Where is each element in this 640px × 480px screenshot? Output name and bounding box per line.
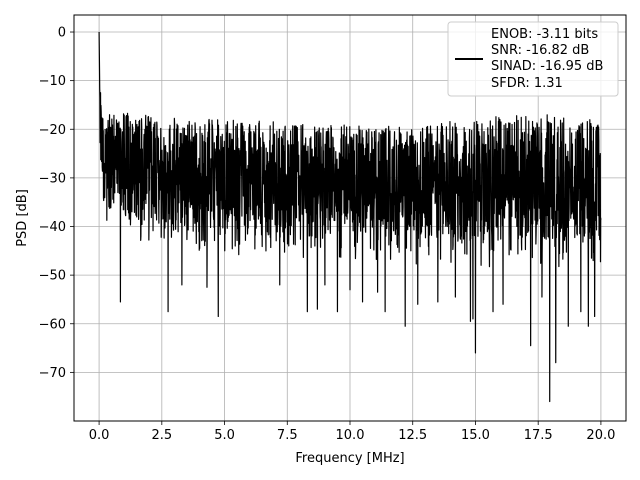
legend-box <box>447 21 619 97</box>
legend-line-sinad: SINAD: -16.95 dB <box>491 59 603 74</box>
x-tick-label: 2.5 <box>151 428 172 443</box>
y-axis-label: PSD [dB] <box>15 189 30 247</box>
legend: ENOB: -3.11 bits SNR: -16.82 dB SINAD: -… <box>447 21 619 97</box>
x-tick-label: 20.0 <box>586 428 615 443</box>
psd-line <box>98 32 602 403</box>
y-tick-label: −50 <box>39 269 66 284</box>
x-tick-label: 17.5 <box>524 428 553 443</box>
legend-line-sfdr: SFDR: 1.31 <box>491 76 563 91</box>
y-axis-ticks: 0 −10 −20 −30 −40 −50 −60 −70 <box>39 26 74 381</box>
legend-line-enob: ENOB: -3.11 bits <box>491 27 598 42</box>
x-axis-ticks: 0.0 2.5 5.0 7.5 10.0 12.5 15.0 17.5 20.0 <box>89 421 615 443</box>
x-tick-label: 10.0 <box>336 428 365 443</box>
x-tick-label: 15.0 <box>461 428 490 443</box>
y-tick-label: −30 <box>39 171 66 186</box>
x-tick-label: 7.5 <box>277 428 298 443</box>
x-tick-label: 0.0 <box>89 428 110 443</box>
x-axis-label: Frequency [MHz] <box>295 451 404 466</box>
y-tick-label: −40 <box>39 220 66 235</box>
x-tick-label: 12.5 <box>398 428 427 443</box>
psd-series <box>98 32 602 403</box>
plot-area <box>98 32 602 403</box>
legend-line-snr: SNR: -16.82 dB <box>491 43 589 58</box>
y-tick-label: −70 <box>39 366 66 381</box>
y-tick-label: −10 <box>39 74 66 89</box>
y-tick-label: −60 <box>39 317 66 332</box>
y-tick-label: 0 <box>58 26 66 41</box>
x-tick-label: 5.0 <box>214 428 235 443</box>
y-tick-label: −20 <box>39 123 66 138</box>
